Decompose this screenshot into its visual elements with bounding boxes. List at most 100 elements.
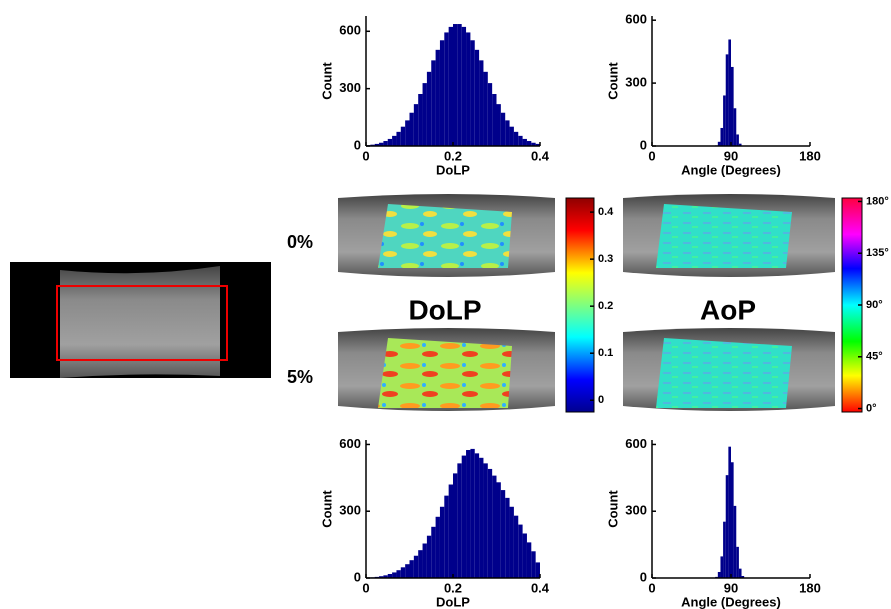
dolp-map-5 — [338, 328, 555, 411]
y-tick-label: 600 — [625, 12, 647, 27]
bar — [396, 570, 401, 578]
y-axis-label: Count — [319, 62, 334, 100]
x-tick-label: 180 — [799, 580, 821, 595]
x-axis-label: Angle (Degrees) — [681, 162, 781, 177]
bar — [492, 94, 497, 146]
y-axis-label: Count — [605, 490, 620, 528]
bar — [387, 138, 393, 146]
y-tick-label: 600 — [339, 436, 361, 451]
bar — [509, 126, 514, 146]
y-tick-label: 300 — [625, 503, 647, 518]
bar — [405, 120, 410, 146]
aop-map-0 — [623, 194, 835, 277]
bar — [518, 524, 523, 578]
bar — [535, 562, 540, 578]
bar — [461, 26, 467, 147]
colorbar-tick-label: 0.2 — [598, 300, 613, 312]
x-tick-label: 180 — [799, 148, 821, 163]
bar — [413, 104, 419, 146]
colorbar-tick-label: 0.3 — [598, 253, 613, 265]
x-tick-label: 0.2 — [444, 148, 462, 163]
bar — [461, 455, 467, 578]
bar — [725, 54, 729, 146]
bar — [535, 143, 540, 146]
colorbar-tick-label: 180° — [866, 195, 889, 207]
colorbar-tick-label: 90° — [866, 299, 883, 311]
x-tick-label: 0 — [648, 580, 655, 595]
bar — [496, 482, 501, 578]
bar — [479, 60, 484, 147]
bar — [487, 468, 493, 578]
y-axis-label: Count — [319, 490, 334, 528]
dolp-map-0 — [338, 194, 555, 277]
bar — [526, 141, 532, 146]
bar — [509, 506, 514, 578]
colorbar-tick-label: 45° — [866, 351, 883, 363]
y-tick-label: 600 — [625, 436, 647, 451]
bar — [435, 516, 440, 578]
bar — [717, 571, 721, 578]
bar — [738, 143, 742, 146]
bar — [505, 497, 510, 578]
bar — [448, 26, 453, 147]
bar — [413, 555, 419, 578]
y-tick-label: 0 — [640, 569, 647, 584]
bar — [431, 526, 436, 578]
bar — [426, 71, 432, 146]
x-tick-label: 0 — [362, 580, 369, 595]
bar — [466, 32, 471, 146]
bar — [392, 135, 397, 146]
bar — [500, 112, 506, 146]
bar — [720, 556, 724, 578]
x-axis-label: DoLP — [436, 162, 470, 177]
bar — [453, 24, 458, 146]
bar — [374, 143, 380, 146]
bar — [470, 40, 475, 146]
bar — [483, 71, 488, 146]
x-tick-label: 0 — [648, 148, 655, 163]
bar — [409, 560, 414, 578]
colorbar — [565, 197, 595, 413]
row-label: 0% — [287, 232, 313, 252]
bar — [717, 141, 721, 146]
bar — [733, 505, 737, 578]
bar — [448, 484, 453, 578]
bar — [444, 495, 449, 578]
panel-label: DoLP — [408, 294, 481, 325]
aop-map-5 — [623, 328, 835, 411]
row-label: 5% — [287, 367, 313, 387]
y-tick-label: 300 — [339, 503, 361, 518]
bar — [383, 141, 388, 146]
bar — [418, 550, 423, 578]
bar — [444, 32, 449, 146]
y-tick-label: 300 — [339, 80, 361, 95]
bar — [531, 551, 536, 578]
bar — [396, 131, 401, 146]
x-axis-label: DoLP — [436, 594, 470, 609]
colorbar-tick-label: 0 — [598, 394, 604, 406]
bar — [522, 138, 527, 146]
bar — [379, 142, 384, 146]
bar — [720, 127, 724, 146]
bar — [531, 142, 536, 146]
bar — [387, 573, 393, 578]
bar — [513, 131, 519, 146]
bar — [379, 576, 384, 578]
bar — [474, 49, 480, 146]
bar — [500, 490, 506, 578]
colorbar-tick-label: 0° — [866, 402, 877, 414]
y-tick-label: 0 — [354, 569, 361, 584]
y-tick-label: 0 — [640, 137, 647, 152]
y-axis-label: Count — [605, 62, 620, 100]
x-tick-label: 0.4 — [531, 148, 550, 163]
bar — [496, 104, 501, 146]
bar — [733, 108, 737, 146]
bar — [736, 546, 739, 578]
bar — [526, 542, 532, 578]
y-tick-label: 300 — [625, 75, 647, 90]
bar — [725, 475, 729, 578]
bar — [422, 543, 427, 578]
bar — [483, 463, 488, 578]
bar — [731, 66, 734, 146]
